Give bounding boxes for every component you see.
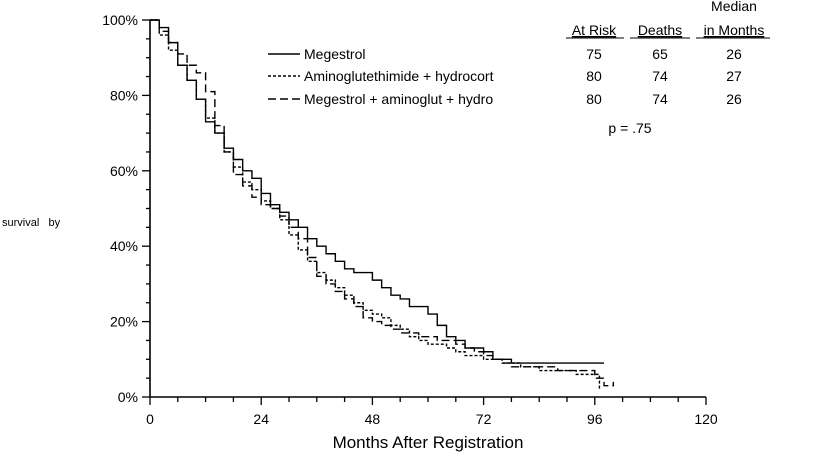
table-cell: 27: [726, 68, 742, 84]
legend-label-1: Megestrol: [304, 46, 365, 62]
table-cell: 74: [652, 68, 668, 84]
series-layer: [150, 19, 615, 390]
table-cell: 26: [726, 46, 742, 62]
table-cell: 80: [586, 68, 602, 84]
series-line-2: [150, 19, 601, 390]
x-tick-label: 48: [365, 411, 381, 427]
y-tick-label: 0%: [118, 389, 138, 405]
table-column-header: in Months: [704, 22, 765, 38]
summary-table: Median At Risk Deaths in Months 75 65 26 80 74 27…: [566, 0, 770, 136]
p-value-label: p = .75: [608, 120, 651, 136]
x-tick-label: 72: [476, 411, 492, 427]
legend-label-3: Megestrol + aminoglut + hydro: [304, 91, 493, 107]
table-cell: 75: [586, 46, 602, 62]
y-tick-label: 20%: [110, 314, 138, 330]
y-tick-label: 100%: [102, 12, 138, 28]
side-label: survival by: [2, 217, 61, 229]
table-cell: 65: [652, 46, 668, 62]
table-cell: 74: [652, 91, 668, 107]
series-line-3: [150, 19, 615, 387]
x-tick-label: 120: [694, 411, 718, 427]
x-tick-label: 0: [146, 411, 154, 427]
legend: Megestrol Aminoglutethimide + hydrocort Me…: [268, 46, 494, 107]
y-tick-label: 80%: [110, 87, 138, 103]
table-header-median: Median: [711, 0, 757, 14]
table-column-header: Deaths: [638, 22, 682, 38]
axes-layer: 0 24 48 72 96 120 0% 20% 40% 60% 80% 100%: [102, 12, 718, 427]
x-tick-label: 24: [253, 411, 269, 427]
x-tick-label: 96: [587, 411, 603, 427]
table-column-header: At Risk: [572, 22, 617, 38]
legend-label-2: Aminoglutethimide + hydrocort: [304, 68, 494, 84]
y-tick-label: 40%: [110, 238, 138, 254]
table-cell: 80: [586, 91, 602, 107]
x-axis-title: Months After Registration: [333, 433, 524, 452]
y-tick-label: 60%: [110, 163, 138, 179]
table-cell: 26: [726, 91, 742, 107]
